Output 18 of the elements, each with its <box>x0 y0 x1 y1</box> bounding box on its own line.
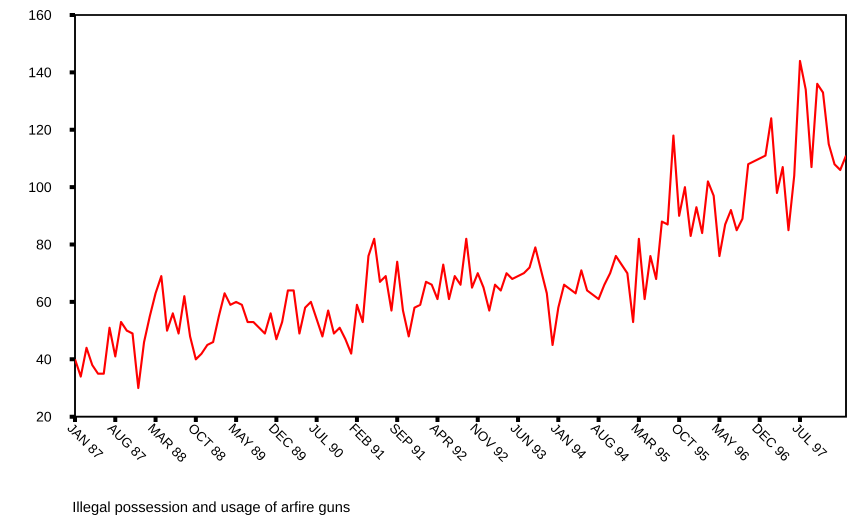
text: Illegal possession and usage of arfire guns <box>74 501 350 516</box>
x-tick-label: JAN 87 <box>68 424 104 458</box>
y-tick-label: 120 <box>29 124 52 135</box>
y-tick-label: 60 <box>36 296 52 307</box>
y-tick-label: 80 <box>36 240 52 250</box>
x-tick-label: OCT 95 <box>672 424 710 460</box>
x-tick-label: SEP 91 <box>390 424 426 460</box>
y-tick-label: 100 <box>29 182 52 192</box>
y-tick-label: 140 <box>29 67 52 78</box>
x-tick-label: OCT 88 <box>189 424 226 461</box>
x-tick-label: JUL 97 <box>792 424 828 456</box>
line-series <box>75 60 846 390</box>
y-tick-label: 20 <box>36 412 52 422</box>
x-tick-label: JUN 93 <box>510 424 546 460</box>
y-tick-label: 40 <box>36 354 52 364</box>
x-tick-label: JAN 94 <box>550 424 586 459</box>
x-tick-label: JUL 90 <box>309 424 343 458</box>
y-tick-label: 160 <box>29 10 52 20</box>
